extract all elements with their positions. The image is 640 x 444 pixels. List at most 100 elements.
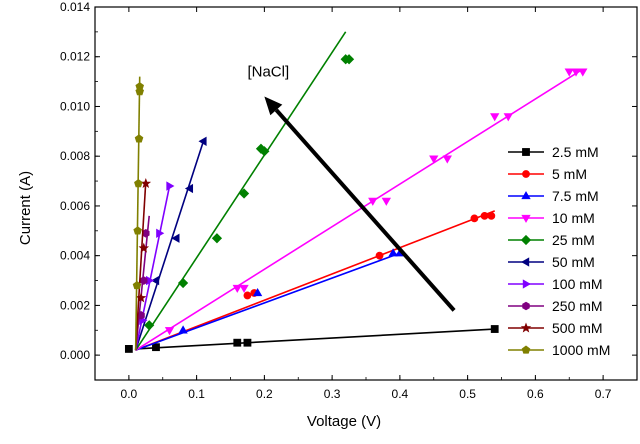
data-point xyxy=(243,291,252,300)
data-point xyxy=(166,181,175,191)
fit-line xyxy=(134,141,205,351)
annotation-label: [NaCl] xyxy=(247,64,289,81)
data-point xyxy=(164,327,175,336)
x-axis: 0.0 0.1 0.2 0.3 0.4 0.5 0.6 0.7 xyxy=(94,7,638,401)
legend-label: 2.5 mM xyxy=(552,144,599,160)
legend-item: 250 mM xyxy=(508,298,603,314)
data-point xyxy=(429,155,439,164)
fit-line xyxy=(135,328,495,350)
legend-marker xyxy=(522,170,530,178)
fit-line xyxy=(134,31,347,351)
y-axis: 0.000 0.002 0.004 0.006 0.008 0.010 0.012 0.014 xyxy=(60,0,637,381)
fit-line xyxy=(134,76,141,351)
series-1000-mm xyxy=(132,76,145,351)
legend-item: 50 mM xyxy=(508,254,595,270)
data-point xyxy=(564,68,574,77)
data-point xyxy=(171,233,180,243)
legend-label: 250 mM xyxy=(552,298,603,314)
data-point xyxy=(124,345,133,353)
data-point xyxy=(490,325,499,333)
x-tick-label: 0.0 xyxy=(121,387,138,401)
data-point xyxy=(238,188,250,199)
legend-marker xyxy=(521,257,530,267)
annotation-arrow-shaft xyxy=(274,108,456,312)
data-point xyxy=(184,183,194,194)
data-point xyxy=(442,155,452,164)
fit-line xyxy=(135,210,496,351)
x-tick-label: 0.7 xyxy=(595,387,612,401)
legend-label: 1000 mM xyxy=(552,342,610,358)
legend-marker xyxy=(522,279,531,289)
data-point xyxy=(381,197,391,206)
legend-item: 1000 mM xyxy=(508,342,610,358)
legend-marker xyxy=(522,148,530,156)
legend-item: 100 mM xyxy=(508,276,603,292)
fit-line xyxy=(135,68,584,351)
legend-marker xyxy=(521,214,531,223)
data-point xyxy=(134,179,143,188)
legend-marker xyxy=(521,345,531,354)
data-point xyxy=(133,226,142,235)
data-point xyxy=(343,54,355,65)
legend-item: 2.5 mM xyxy=(508,144,599,160)
legend-marker xyxy=(522,301,530,311)
data-point xyxy=(211,233,223,244)
legend-item: 5 mM xyxy=(508,166,587,182)
fit-line xyxy=(135,252,401,351)
series-25-mm xyxy=(134,31,355,351)
data-point xyxy=(252,288,263,297)
y-tick-label: 0.000 xyxy=(60,348,90,362)
x-tick-label: 0.3 xyxy=(324,387,341,401)
data-point xyxy=(152,343,160,352)
data-point xyxy=(243,338,252,347)
data-point xyxy=(578,68,588,77)
legend-label: 5 mM xyxy=(552,166,587,182)
data-point xyxy=(151,275,160,286)
data-point xyxy=(368,197,378,206)
y-tick-label: 0.008 xyxy=(60,149,90,163)
x-tick-label: 0.2 xyxy=(256,387,273,401)
series-10-mm xyxy=(135,68,588,351)
series-7.5-mm xyxy=(135,248,405,351)
data-point xyxy=(135,82,145,91)
legend-label: 10 mM xyxy=(552,210,595,226)
series-layer xyxy=(124,31,588,353)
x-tick-label: 0.4 xyxy=(392,387,409,401)
data-point xyxy=(198,136,207,146)
series-5-mm xyxy=(135,210,496,351)
legend: 2.5 mM 5 mM 7.5 mM 10 mM 25 mM 50 mM 100 mM 250… xyxy=(508,144,610,358)
y-tick-label: 0.002 xyxy=(60,298,90,312)
data-point xyxy=(178,325,188,334)
data-point xyxy=(138,242,150,253)
legend-item: 7.5 mM xyxy=(508,188,599,204)
data-point xyxy=(134,134,144,143)
series-2.5-mm xyxy=(124,325,499,353)
fit-line xyxy=(134,181,147,351)
legend-label: 50 mM xyxy=(552,254,595,270)
data-point xyxy=(132,280,142,290)
data-point xyxy=(503,113,513,122)
legend-marker xyxy=(520,322,532,333)
legend-label: 25 mM xyxy=(552,232,595,248)
annotation: [NaCl] xyxy=(247,64,456,312)
data-point xyxy=(375,251,384,260)
data-point xyxy=(239,284,249,293)
data-point xyxy=(140,276,148,285)
series-250-mm xyxy=(134,215,150,351)
data-point xyxy=(259,146,270,157)
data-point xyxy=(470,214,479,223)
legend-item: 25 mM xyxy=(508,232,595,248)
data-point xyxy=(571,68,581,77)
x-tick-label: 0.5 xyxy=(459,387,476,401)
data-point xyxy=(144,320,155,331)
x-tick-label: 0.1 xyxy=(188,387,205,401)
data-point xyxy=(232,284,242,293)
legend-marker xyxy=(520,234,532,246)
data-point xyxy=(487,211,496,220)
y-tick-label: 0.012 xyxy=(60,50,90,64)
y-tick-label: 0.004 xyxy=(60,249,90,263)
legend-marker xyxy=(521,191,531,200)
y-tick-label: 0.006 xyxy=(60,199,90,213)
legend-item: 500 mM xyxy=(508,320,603,336)
